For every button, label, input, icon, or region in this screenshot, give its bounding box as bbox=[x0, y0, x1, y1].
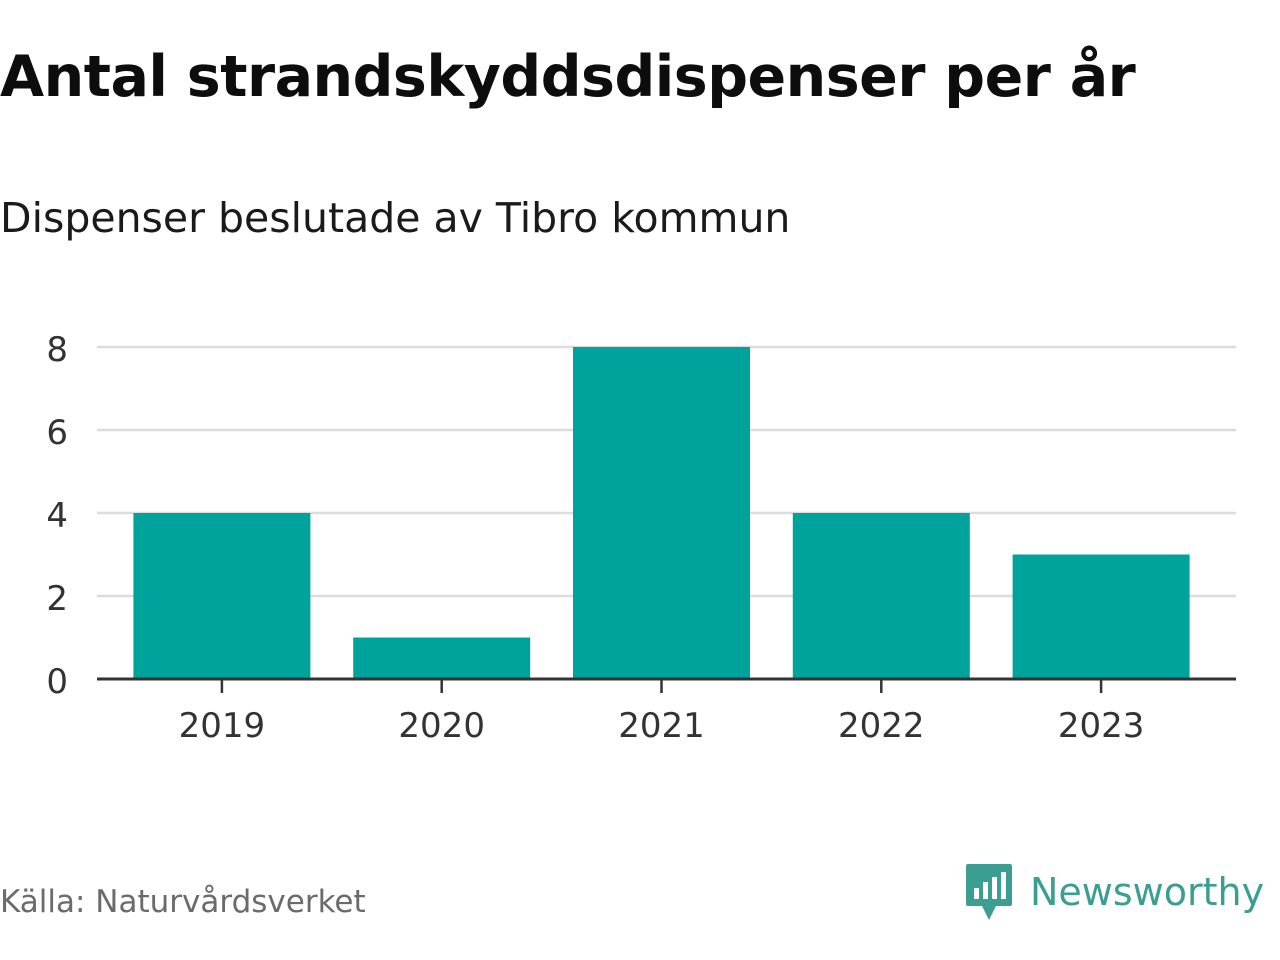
y-tick-label: 6 bbox=[46, 413, 68, 453]
x-tick-label: 2019 bbox=[179, 706, 266, 746]
bar-chart-speech-bubble-icon bbox=[966, 864, 1012, 920]
brand-logo: Newsworthy bbox=[964, 862, 1264, 922]
y-tick-label: 2 bbox=[46, 579, 68, 619]
y-tick-label: 0 bbox=[46, 662, 68, 702]
y-tick-label: 4 bbox=[46, 496, 68, 536]
bar bbox=[573, 347, 750, 679]
bar bbox=[353, 637, 531, 679]
bar bbox=[133, 513, 311, 679]
y-tick-label: 8 bbox=[46, 330, 68, 370]
chart-subtitle: Dispenser beslutade av Tibro kommun bbox=[0, 194, 791, 242]
brand-name: Newsworthy bbox=[1030, 870, 1265, 914]
source-note: Källa: Naturvårdsverket bbox=[0, 884, 366, 920]
x-tick-label: 2021 bbox=[618, 706, 705, 746]
chart-title: Antal strandskyddsdispenser per år bbox=[0, 44, 1136, 110]
bar bbox=[1012, 554, 1190, 679]
x-tick-label: 2020 bbox=[398, 706, 485, 746]
x-tick-label: 2022 bbox=[838, 706, 925, 746]
x-tick-label: 2023 bbox=[1058, 706, 1145, 746]
bar bbox=[792, 513, 970, 679]
